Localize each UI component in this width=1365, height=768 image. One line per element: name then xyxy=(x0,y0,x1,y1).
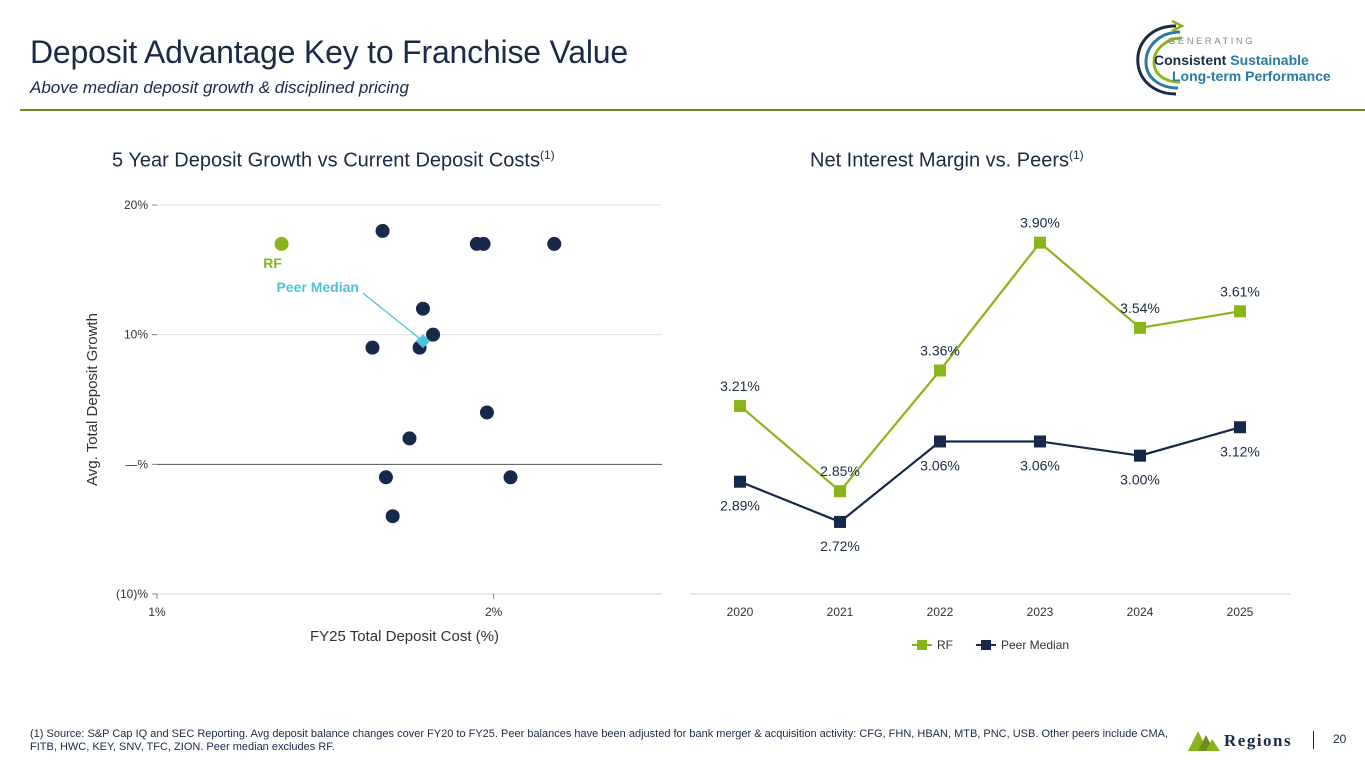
y-tick-label: (10)% xyxy=(116,587,148,601)
legend-marker xyxy=(981,640,991,650)
peer-point xyxy=(375,223,390,238)
peer-point xyxy=(415,301,430,316)
peer-median-leader-line xyxy=(362,292,424,342)
y-tick-label: 20% xyxy=(124,198,148,212)
rf-marker xyxy=(1034,236,1046,249)
x-tick-label: 2025 xyxy=(1227,605,1254,619)
peer-point xyxy=(385,509,400,524)
peer-median-data-label: 3.06% xyxy=(920,457,960,473)
footer-separator xyxy=(1313,731,1314,749)
legend-label-peer-median: Peer Median xyxy=(1001,638,1069,652)
deposit-growth-scatter-chart: 20% 10% —% (10)%1% 2% FY25 Total Deposit Cost… xyxy=(84,198,662,645)
y-tick-label: —% xyxy=(125,457,148,471)
peer-median-series-line xyxy=(739,426,1241,524)
peer-median-marker xyxy=(834,515,846,528)
x-tick-label: 1% xyxy=(148,605,166,619)
peer-median-marker xyxy=(1234,421,1246,434)
peer-median-data-label: 3.00% xyxy=(1120,472,1160,488)
rf-data-label: 3.54% xyxy=(1120,300,1160,316)
y-tick-label: 10% xyxy=(124,328,148,342)
peer-median-marker xyxy=(1034,435,1046,448)
peer-median-marker xyxy=(734,475,746,488)
scatter-chart-title: 5 Year Deposit Growth vs Current Deposit… xyxy=(112,148,555,172)
regions-wordmark: Regions xyxy=(1224,731,1293,750)
strategy-logo: GENERATING Consistent Sustainable Long-t… xyxy=(1132,20,1347,100)
y-axis-title: Avg. Total Deposit Growth xyxy=(84,313,101,486)
header-divider xyxy=(20,109,1365,111)
peer-point xyxy=(503,470,518,485)
peer-median-label: Peer Median xyxy=(276,279,358,295)
rf-point-label: RF xyxy=(263,255,282,271)
x-tick-label: 2021 xyxy=(827,605,854,619)
peer-point xyxy=(547,236,562,251)
peer-median-point xyxy=(415,334,431,349)
peer-point xyxy=(476,236,491,251)
x-tick-label: 2020 xyxy=(727,605,754,619)
regions-triangle-icon xyxy=(1188,731,1220,751)
peer-median-marker xyxy=(934,435,946,448)
x-tick-label: 2023 xyxy=(1027,605,1054,619)
logo-line-consistent: Consistent Sustainable xyxy=(1154,52,1309,68)
peer-median-data-label: 2.72% xyxy=(820,538,860,554)
peer-median-data-label: 3.12% xyxy=(1220,443,1260,459)
page-number: 20 xyxy=(1333,732,1347,746)
rf-marker xyxy=(834,485,846,498)
peer-point xyxy=(426,327,441,342)
peer-point xyxy=(365,340,380,355)
rf-point xyxy=(274,236,289,251)
rf-marker xyxy=(1234,305,1246,318)
rf-marker xyxy=(934,364,946,377)
rf-data-label: 3.61% xyxy=(1220,283,1260,299)
x-axis-title: FY25 Total Deposit Cost (%) xyxy=(310,628,499,645)
rf-series-line xyxy=(739,241,1241,493)
rf-data-label: 3.21% xyxy=(720,378,760,394)
x-tick-label: 2% xyxy=(485,605,503,619)
peer-point xyxy=(479,405,494,420)
legend-marker xyxy=(917,640,927,650)
rf-marker xyxy=(734,399,746,412)
page-title: Deposit Advantage Key to Franchise Value xyxy=(30,34,629,70)
peer-point xyxy=(402,431,417,446)
x-tick-label: 2024 xyxy=(1127,605,1154,619)
line-chart-title: Net Interest Margin vs. Peers(1) xyxy=(810,148,1084,172)
peer-point xyxy=(378,470,393,485)
peer-median-marker xyxy=(1134,449,1146,462)
peer-median-data-label: 2.89% xyxy=(720,498,760,514)
peer-median-data-label: 3.06% xyxy=(1020,457,1060,473)
rf-data-label: 3.90% xyxy=(1020,215,1060,231)
net-interest-margin-line-chart: 2020 2021 2022 2023 2024 2025 3.21% 2.89% 2.85% 2… xyxy=(690,215,1290,652)
rf-marker xyxy=(1134,321,1146,334)
rf-data-label: 3.36% xyxy=(920,342,960,358)
footnote: (1) Source: S&P Cap IQ and SEC Reporting… xyxy=(30,728,1169,753)
rf-data-label: 2.85% xyxy=(820,463,860,479)
legend-label-rf: RF xyxy=(937,638,953,652)
logo-generating-text: GENERATING xyxy=(1168,36,1256,47)
swirl-icon xyxy=(1136,20,1185,96)
page-subtitle: Above median deposit growth & discipline… xyxy=(30,78,409,97)
x-tick-label: 2022 xyxy=(927,605,954,619)
logo-line-performance: Long-term Performance xyxy=(1172,68,1331,84)
